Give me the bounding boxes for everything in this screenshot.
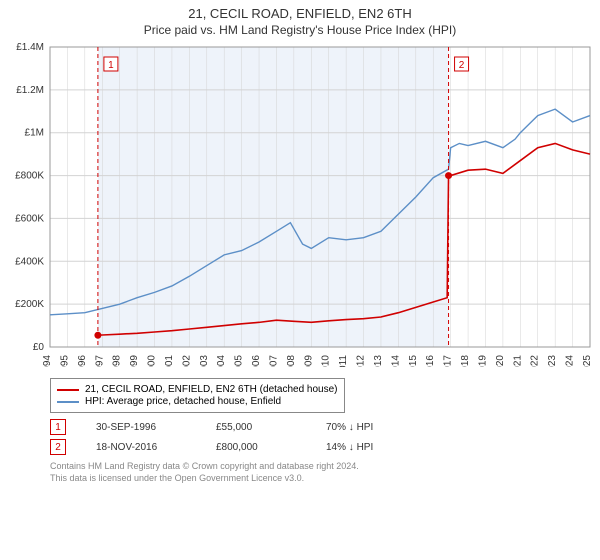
svg-text:2019: 2019 <box>477 355 488 367</box>
svg-text:£800K: £800K <box>15 171 44 182</box>
svg-text:£200K: £200K <box>15 299 44 310</box>
svg-text:2022: 2022 <box>530 355 541 367</box>
legend: 21, CECIL ROAD, ENFIELD, EN2 6TH (detach… <box>50 378 345 413</box>
sale-price: £800,000 <box>216 442 296 453</box>
svg-text:£1.2M: £1.2M <box>16 85 44 96</box>
svg-text:2014: 2014 <box>390 355 401 367</box>
footer: Contains HM Land Registry data © Crown c… <box>50 461 600 484</box>
sale-delta: 14% ↓ HPI <box>326 442 373 453</box>
chart-svg: £0 £200K £400K £600K £800K £1M £1.2M £1.4M 1994 1… <box>0 37 600 367</box>
legend-swatch <box>57 401 79 403</box>
legend-item: 21, CECIL ROAD, ENFIELD, EN2 6TH (detach… <box>57 384 338 395</box>
svg-text:2008: 2008 <box>286 355 297 367</box>
svg-text:2010: 2010 <box>321 355 332 367</box>
svg-text:2001: 2001 <box>164 355 175 367</box>
title-address: 21, CECIL ROAD, ENFIELD, EN2 6TH <box>0 6 600 21</box>
svg-text:1994: 1994 <box>42 355 53 367</box>
chart: £0 £200K £400K £600K £800K £1M £1.2M £1.4M 1994 1… <box>0 37 600 372</box>
footer-line: Contains HM Land Registry data © Crown c… <box>50 461 600 473</box>
title-subtitle: Price paid vs. HM Land Registry's House … <box>0 23 600 37</box>
svg-text:2021: 2021 <box>512 355 523 367</box>
svg-text:2: 2 <box>459 60 465 71</box>
svg-text:1: 1 <box>108 60 114 71</box>
svg-text:2018: 2018 <box>460 355 471 367</box>
svg-text:1995: 1995 <box>59 355 70 367</box>
legend-swatch <box>57 389 79 391</box>
svg-text:2024: 2024 <box>565 355 576 367</box>
svg-text:2005: 2005 <box>234 355 245 367</box>
svg-text:£0: £0 <box>33 342 45 353</box>
svg-text:2000: 2000 <box>147 355 158 367</box>
legend-label: HPI: Average price, detached house, Enfi… <box>85 396 281 407</box>
sale-delta: 70% ↓ HPI <box>326 422 373 433</box>
legend-label: 21, CECIL ROAD, ENFIELD, EN2 6TH (detach… <box>85 384 338 395</box>
svg-text:2011: 2011 <box>338 355 349 367</box>
svg-text:1999: 1999 <box>129 355 140 367</box>
svg-text:£1M: £1M <box>25 128 44 139</box>
svg-text:2007: 2007 <box>268 355 279 367</box>
svg-text:£400K: £400K <box>15 256 44 267</box>
footer-line: This data is licensed under the Open Gov… <box>50 473 600 485</box>
svg-text:2006: 2006 <box>251 355 262 367</box>
svg-text:2017: 2017 <box>443 355 454 367</box>
svg-text:£1.4M: £1.4M <box>16 42 44 53</box>
svg-text:2020: 2020 <box>495 355 506 367</box>
svg-text:2009: 2009 <box>303 355 314 367</box>
legend-item: HPI: Average price, detached house, Enfi… <box>57 396 338 407</box>
svg-text:2016: 2016 <box>425 355 436 367</box>
svg-text:1998: 1998 <box>112 355 123 367</box>
sale-marker-box: 2 <box>50 439 66 455</box>
svg-text:1996: 1996 <box>77 355 88 367</box>
sale-date: 18-NOV-2016 <box>96 442 186 453</box>
sale-date: 30-SEP-1996 <box>96 422 186 433</box>
title-block: 21, CECIL ROAD, ENFIELD, EN2 6TH Price p… <box>0 0 600 37</box>
svg-text:2025: 2025 <box>582 355 593 367</box>
sale-row: 2 18-NOV-2016 £800,000 14% ↓ HPI <box>50 439 600 455</box>
svg-text:2004: 2004 <box>216 355 227 367</box>
sale-row: 1 30-SEP-1996 £55,000 70% ↓ HPI <box>50 419 600 435</box>
svg-text:£600K: £600K <box>15 213 44 224</box>
svg-text:1997: 1997 <box>94 355 105 367</box>
svg-text:2012: 2012 <box>356 355 367 367</box>
svg-text:2002: 2002 <box>181 355 192 367</box>
sales-table: 1 30-SEP-1996 £55,000 70% ↓ HPI 2 18-NOV… <box>50 419 600 455</box>
sale-marker-box: 1 <box>50 419 66 435</box>
svg-text:2023: 2023 <box>547 355 558 367</box>
svg-text:2003: 2003 <box>199 355 210 367</box>
svg-text:2013: 2013 <box>373 355 384 367</box>
sale-price: £55,000 <box>216 422 296 433</box>
svg-text:2015: 2015 <box>408 355 419 367</box>
